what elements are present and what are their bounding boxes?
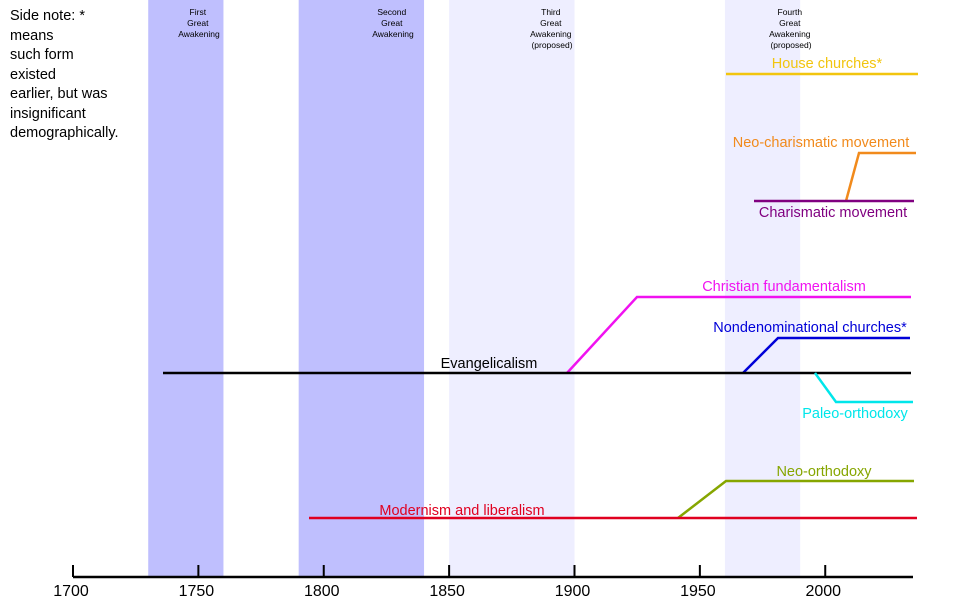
side-note: Side note: * means such form existed ear… [10,8,119,141]
fundamentalism-line [566,295,911,374]
axis-tick-label-1800: 1800 [304,583,340,600]
third-great-awakening-band [449,0,575,577]
movement-lines [163,72,918,520]
neo-charismatic-line [844,151,916,202]
axis-tick-label-1900: 1900 [555,583,591,600]
timeline-axis: 1700 1750 1800 1850 1900 1950 2000 [53,565,913,600]
movement-labels: House churches* Neo-charismatic movement… [379,56,909,519]
axis-tick-label-1700: 1700 [53,583,89,600]
axis-tick-label-2000: 2000 [805,583,841,600]
first-great-awakening-label: First Great Awakening [178,7,220,39]
axis-ticks: 1700 1750 1800 1850 1900 1950 2000 [53,565,841,600]
fourth-great-awakening-label: Fourth Great Awakening (proposed) [769,7,813,50]
axis-tick-label-1850: 1850 [429,583,465,600]
paleo-orthodoxy-line [813,372,913,404]
awakening-labels: First Great Awakening Second Great Awake… [178,7,813,50]
evangelicalism-label: Evangelicalism [441,356,538,372]
nondenominational-line [742,336,910,374]
second-great-awakening-band [298,0,425,577]
third-great-awakening-label: Third Great Awakening (proposed) [530,7,574,50]
neo-orthodoxy-line [677,479,914,519]
house-churches-label: House churches* [772,56,883,72]
fundamentalism-label: Christian fundamentalism [702,279,866,295]
first-great-awakening-band [148,0,224,577]
neo-charismatic-label: Neo-charismatic movement [733,135,909,151]
neo-orthodoxy-label: Neo-orthodoxy [776,464,872,480]
axis-tick-label-1750: 1750 [179,583,215,600]
paleo-orthodoxy-label: Paleo-orthodoxy [802,406,908,422]
second-great-awakening-label: Second Great Awakening [372,7,414,39]
modernism-label: Modernism and liberalism [379,503,544,519]
awakening-bands [148,0,801,577]
nondenominational-label: Nondenominational churches* [713,320,907,336]
charismatic-label: Charismatic movement [759,205,907,221]
axis-tick-label-1950: 1950 [680,583,716,600]
